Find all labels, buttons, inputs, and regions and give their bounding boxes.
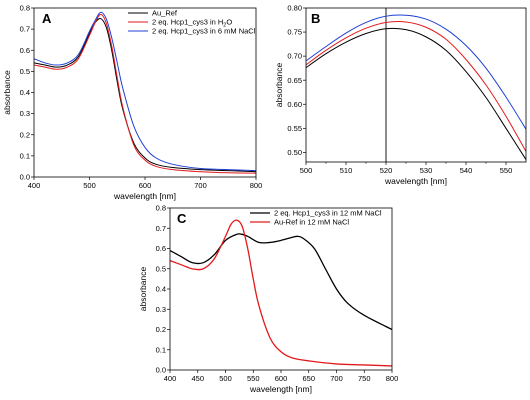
x-axis-label: wavelength [nm] [384, 176, 447, 186]
x-tick-label: 800 [386, 374, 399, 383]
y-tick-label: 0.3 [20, 109, 30, 118]
x-tick-label: 750 [358, 374, 371, 383]
plot-frame [305, 7, 527, 163]
y-tick-label: 0.3 [156, 305, 166, 314]
series-line-c-1 [170, 219, 392, 367]
y-axis-label: absorbance [274, 63, 284, 108]
x-tick-label: 650 [302, 374, 315, 383]
panel-b: 500 510 520 530 540 550 0.50 0.55 0.60 0.65 0.70 0.… [274, 4, 527, 186]
x-tick-label: 400 [164, 374, 177, 383]
y-tick-label: 0.6 [156, 244, 166, 253]
y-tick-label: 0.55 [287, 124, 302, 133]
y-tick-label: 0.1 [156, 345, 166, 354]
series-line-c-0 [170, 233, 392, 331]
legend-entry: 2 eq. Hcp1_cys3 in 6 mM NaCl [152, 27, 256, 36]
x-tick-label: 600 [275, 374, 288, 383]
panel-letter: C [177, 211, 187, 226]
y-axis-label: absorbance [138, 267, 148, 312]
y-tick-label: 0.1 [20, 151, 30, 160]
x-tick-label: 700 [330, 374, 343, 383]
x-tick-label: 540 [460, 166, 473, 175]
y-tick-label: 0.60 [287, 100, 302, 109]
y-tick-label: 0.75 [287, 28, 302, 37]
panel-a: 400 500 600 700 800 0.0 0.1 0.2 0.3 0.4 0.5 0.6 0.7 0… [2, 4, 262, 201]
plot-frame [169, 207, 393, 371]
panel-letter: B [311, 11, 320, 26]
legend-entry: 2 eq. Hcp1_cys3 in 12 mM NaCl [274, 209, 382, 218]
x-tick-label: 400 [28, 181, 41, 190]
y-tick-label: 0.4 [20, 88, 30, 97]
x-tick-label: 530 [420, 166, 433, 175]
legend-entry: Au-Ref in 12 mM NaCl [274, 218, 349, 227]
y-tick-label: 0.65 [287, 76, 302, 85]
series-line-a-2 [34, 11, 256, 172]
x-tick-label: 450 [191, 374, 204, 383]
series-line-a-0 [34, 17, 256, 173]
x-tick-label: 800 [250, 181, 263, 190]
y-tick-label: 0.80 [287, 4, 302, 13]
x-tick-label: 500 [83, 181, 96, 190]
legend-entry: 2 eq. Hcp1_cys3 in H2O [152, 18, 232, 29]
x-tick-label: 520 [380, 166, 393, 175]
series-line-a-1 [34, 13, 256, 174]
y-tick-label: 0.4 [156, 285, 166, 294]
y-tick-label: 0.8 [20, 4, 30, 13]
y-tick-label: 0.2 [20, 130, 30, 139]
legend-entry: Au_Ref [152, 9, 178, 18]
y-tick-label: 0.2 [156, 325, 166, 334]
x-tick-label: 550 [500, 166, 513, 175]
y-tick-label: 0.8 [156, 204, 166, 213]
x-tick-label: 500 [219, 374, 232, 383]
y-tick-label: 0.0 [20, 173, 30, 182]
y-tick-label: 0.0 [156, 366, 166, 375]
y-axis-label: absorbance [2, 70, 12, 115]
y-tick-label: 0.70 [287, 52, 302, 61]
series-line-b-0 [306, 27, 526, 160]
series-line-b-2 [306, 14, 526, 130]
y-tick-label: 0.50 [287, 148, 302, 157]
y-tick-label: 0.5 [156, 264, 166, 273]
x-axis-label: wavelength [nm] [249, 384, 312, 394]
y-tick-label: 0.5 [20, 67, 30, 76]
panel-letter: A [42, 11, 52, 26]
x-tick-label: 550 [247, 374, 260, 383]
x-tick-label: 600 [139, 181, 152, 190]
x-axis-label: wavelength [nm] [113, 191, 176, 201]
y-tick-label: 0.7 [20, 25, 30, 34]
series-line-b-1 [306, 20, 526, 152]
x-tick-label: 700 [194, 181, 207, 190]
y-tick-label: 0.7 [156, 224, 166, 233]
x-tick-label: 500 [300, 166, 313, 175]
panel-c: 400 450 500 550 600 650 700 750 800 0.0 0.1 0.2 0.3 0… [138, 204, 398, 394]
x-tick-label: 510 [340, 166, 353, 175]
y-tick-label: 0.6 [20, 46, 30, 55]
